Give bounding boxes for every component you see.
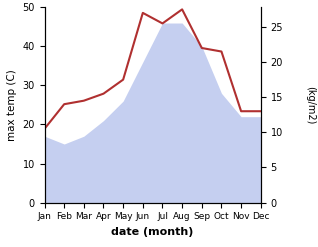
Y-axis label: max temp (C): max temp (C) [7, 69, 17, 141]
Y-axis label: med. precipitation
(kg/m2): med. precipitation (kg/m2) [305, 60, 318, 150]
X-axis label: date (month): date (month) [111, 227, 194, 237]
